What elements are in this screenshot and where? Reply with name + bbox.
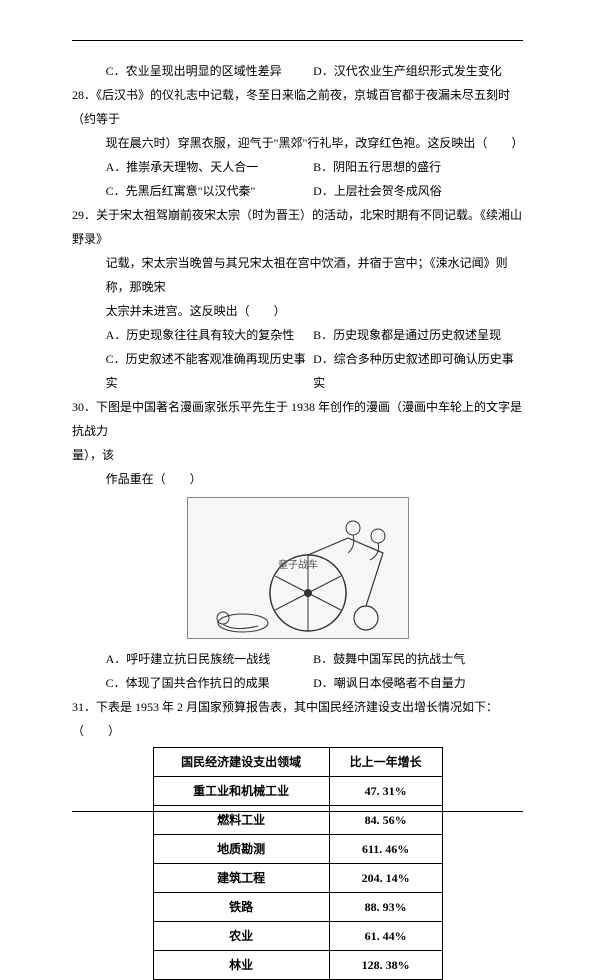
q29-stem-1: 29．关于宋太祖驾崩前夜宋太宗（时为晋王）的活动，北宋时期有不同记载。《续湘山野… (72, 203, 523, 251)
q30-stem-2: 量），该 (72, 443, 523, 467)
table-row: 农业61. 44% (153, 922, 442, 951)
q31-table: 国民经济建设支出领域 比上一年增长 重工业和机械工业47. 31% 燃料工业84… (153, 747, 443, 980)
table-row: 林业128. 38% (153, 951, 442, 980)
q29-opt-d: D．综合多种历史叙述即可确认历史事实 (313, 347, 518, 395)
q27-opt-d: D．汉代农业生产组织形式发生变化 (313, 59, 518, 83)
q27-options-cd: C．农业呈现出明显的区域性差异 D．汉代农业生产组织形式发生变化 (72, 59, 523, 83)
table-header-row: 国民经济建设支出领域 比上一年增长 (153, 748, 442, 777)
table-row: 地质勘测611. 46% (153, 835, 442, 864)
cell: 农业 (153, 922, 329, 951)
cell: 地质勘测 (153, 835, 329, 864)
q30-stem-3: 作品重在（ ） (72, 467, 523, 491)
q29-options-ab: A．历史现象往往具有较大的复杂性 B．历史现象都是通过历史叙述呈现 (72, 323, 523, 347)
table-row: 铁路88. 93% (153, 893, 442, 922)
rule-bottom (72, 811, 523, 812)
q27-opt-c: C．农业呈现出明显的区域性差异 (106, 59, 311, 83)
cell: 林业 (153, 951, 329, 980)
q29-opt-b: B．历史现象都是通过历史叙述呈现 (313, 323, 518, 347)
q31-table-body: 重工业和机械工业47. 31% 燃料工业84. 56% 地质勘测611. 46%… (153, 777, 442, 980)
rule-top (72, 40, 523, 41)
cell: 611. 46% (329, 835, 442, 864)
cell: 重工业和机械工业 (153, 777, 329, 806)
cell: 128. 38% (329, 951, 442, 980)
table-row: 燃料工业84. 56% (153, 806, 442, 835)
q28-options-ab: A．推崇承天理物、天人合一 B．阴阳五行思想的盛行 (72, 155, 523, 179)
cell: 47. 31% (329, 777, 442, 806)
cartoon-svg: 童子战车 (188, 498, 408, 638)
q29-opt-a: A．历史现象往往具有较大的复杂性 (106, 323, 311, 347)
th-growth: 比上一年增长 (329, 748, 442, 777)
table-row: 建筑工程204. 14% (153, 864, 442, 893)
q30-opt-d: D．嘲讽日本侵略者不自量力 (313, 671, 518, 695)
q28-stem-1: 28．《后汉书》的仪礼志中记载，冬至日来临之前夜，京城百官都于夜漏未尽五刻时（约… (72, 83, 523, 131)
q30-options-cd: C．体现了国共合作抗日的成果 D．嘲讽日本侵略者不自量力 (72, 671, 523, 695)
cell: 铁路 (153, 893, 329, 922)
q29-stem-2: 记载，宋太宗当晚曾与其兄宋太祖在宫中饮酒，并宿于宫中；《涑水记闻》则称，那晚宋 (72, 251, 523, 299)
cell: 84. 56% (329, 806, 442, 835)
q30-opt-c: C．体现了国共合作抗日的成果 (106, 671, 311, 695)
cartoon-caption-text: 童子战车 (278, 558, 318, 571)
q28-opt-b: B．阴阳五行思想的盛行 (313, 155, 518, 179)
cell: 88. 93% (329, 893, 442, 922)
q28-opt-d: D．上层社会贺冬成风俗 (313, 179, 518, 203)
cell: 204. 14% (329, 864, 442, 893)
cell: 61. 44% (329, 922, 442, 951)
q28-stem-2: 现在晨六时）穿黑衣服，迎气于"黑郊"行礼毕，改穿红色袍。这反映出（ ） (72, 131, 523, 155)
q30-opt-a: A．呼吁建立抗日民族统一战线 (106, 647, 311, 671)
q29-opt-c: C．历史叙述不能客观准确再现历史事实 (106, 347, 311, 395)
th-domain: 国民经济建设支出领域 (153, 748, 329, 777)
q28-options-cd: C．先黑后红寓意"以汉代秦" D．上层社会贺冬成风俗 (72, 179, 523, 203)
q30-options-ab: A．呼吁建立抗日民族统一战线 B．鼓舞中国军民的抗战士气 (72, 647, 523, 671)
q29-stem-3: 太宗并未进宫。这反映出（ ） (72, 299, 523, 323)
table-row: 重工业和机械工业47. 31% (153, 777, 442, 806)
q30-stem-1: 30．下图是中国著名漫画家张乐平先生于 1938 年创作的漫画（漫画中车轮上的文… (72, 395, 523, 443)
page: C．农业呈现出明显的区域性差异 D．汉代农业生产组织形式发生变化 28．《后汉书… (0, 0, 595, 842)
q31-stem: 31．下表是 1953 年 2 月国家预算报告表，其中国民经济建设支出增长情况如… (72, 695, 523, 743)
q30-opt-b: B．鼓舞中国军民的抗战士气 (313, 647, 518, 671)
q28-opt-a: A．推崇承天理物、天人合一 (106, 155, 311, 179)
cell: 建筑工程 (153, 864, 329, 893)
q28-opt-c: C．先黑后红寓意"以汉代秦" (106, 179, 311, 203)
cartoon-image: 童子战车 (187, 497, 409, 639)
cell: 燃料工业 (153, 806, 329, 835)
q29-options-cd: C．历史叙述不能客观准确再现历史事实 D．综合多种历史叙述即可确认历史事实 (72, 347, 523, 395)
